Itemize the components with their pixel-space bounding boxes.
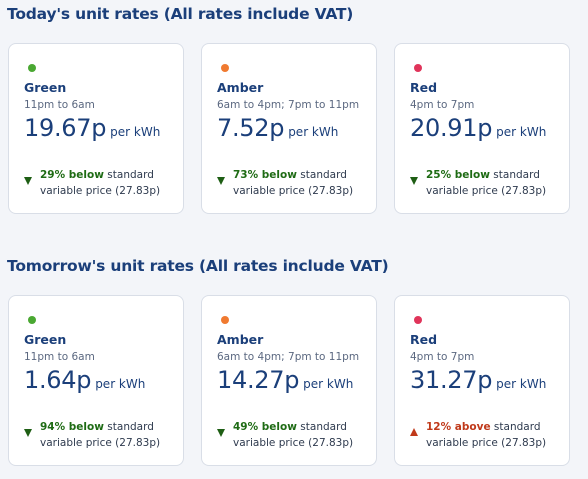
rate-price-line: 7.52p per kWh [217,114,338,142]
comparison-text-2: variable price (27.83p) [426,436,547,449]
comparison-text-1: standard [107,169,154,181]
rate-comparison: 94% below standard variable price (27.83p… [40,420,180,451]
rate-time: 11pm to 6am [24,351,95,363]
comparison-text-1: standard [107,421,154,433]
rate-price: 31.27p [410,366,493,394]
amber-dot-icon [221,64,229,72]
rate-time: 4pm to 7pm [410,351,475,363]
tomorrow-red-rate-card: Red 4pm to 7pm 31.27p per kWh 12% above s… [394,295,570,466]
rate-diff: 49% below [233,421,297,433]
rate-name: Green [24,332,67,347]
rate-name: Amber [217,80,264,95]
up-arrow-icon [410,428,418,436]
rate-unit: per kWh [288,125,339,139]
comparison-text-2: variable price (27.83p) [233,184,354,197]
rate-name: Amber [217,332,264,347]
red-dot-icon [414,64,422,72]
tomorrow-amber-rate-card: Amber 6am to 4pm; 7pm to 11pm 14.27p per … [201,295,377,466]
rate-diff: 25% below [426,169,490,181]
today-amber-rate-card: Amber 6am to 4pm; 7pm to 11pm 7.52p per k… [201,43,377,214]
comparison-text-2: variable price (27.83p) [40,184,161,197]
rate-price-line: 1.64p per kWh [24,366,145,394]
down-arrow-icon [24,429,32,437]
down-arrow-icon [217,429,225,437]
rate-unit: per kWh [496,125,547,139]
rate-unit: per kWh [496,377,547,391]
rate-price: 14.27p [217,366,300,394]
rate-comparison: 25% below standard variable price (27.83p… [426,168,566,199]
rate-comparison: 12% above standard variable price (27.83p… [426,420,566,451]
rate-price-line: 19.67p per kWh [24,114,160,142]
tomorrow-section-title: Tomorrow's unit rates (All rates include… [7,257,389,275]
amber-dot-icon [221,316,229,324]
rate-price: 1.64p [24,366,92,394]
comparison-text-2: variable price (27.83p) [40,436,161,449]
rate-comparison: 29% below standard variable price (27.83p… [40,168,180,199]
today-green-rate-card: Green 11pm to 6am 19.67p per kWh 29% belo… [8,43,184,214]
rate-price-line: 31.27p per kWh [410,366,546,394]
comparison-text-2: variable price (27.83p) [233,436,354,449]
today-section-title: Today's unit rates (All rates include VA… [7,5,354,23]
rate-diff: 29% below [40,169,104,181]
rate-unit: per kWh [110,125,161,139]
rate-unit: per kWh [95,377,146,391]
red-dot-icon [414,316,422,324]
rate-name: Red [410,332,438,347]
rate-time: 4pm to 7pm [410,99,475,111]
down-arrow-icon [410,177,418,185]
comparison-text-1: standard [493,169,540,181]
rate-comparison: 73% below standard variable price (27.83p… [233,168,373,199]
rate-diff: 73% below [233,169,297,181]
down-arrow-icon [24,177,32,185]
rate-price: 19.67p [24,114,107,142]
rate-comparison: 49% below standard variable price (27.83p… [233,420,373,451]
comparison-text-2: variable price (27.83p) [426,184,547,197]
rate-time: 11pm to 6am [24,99,95,111]
rate-name: Green [24,80,67,95]
rate-diff: 94% below [40,421,104,433]
green-dot-icon [28,64,36,72]
rate-diff: 12% above [426,421,491,433]
comparison-text-1: standard [300,421,347,433]
rate-price: 20.91p [410,114,493,142]
rate-price-line: 20.91p per kWh [410,114,546,142]
today-red-rate-card: Red 4pm to 7pm 20.91p per kWh 25% below s… [394,43,570,214]
comparison-text-1: standard [300,169,347,181]
down-arrow-icon [217,177,225,185]
green-dot-icon [28,316,36,324]
tomorrow-green-rate-card: Green 11pm to 6am 1.64p per kWh 94% below… [8,295,184,466]
rate-unit: per kWh [303,377,354,391]
rate-time: 6am to 4pm; 7pm to 11pm [217,351,360,363]
rate-name: Red [410,80,438,95]
rate-time: 6am to 4pm; 7pm to 11pm [217,99,360,111]
comparison-text-1: standard [493,421,541,433]
rate-price: 7.52p [217,114,285,142]
rate-price-line: 14.27p per kWh [217,366,353,394]
